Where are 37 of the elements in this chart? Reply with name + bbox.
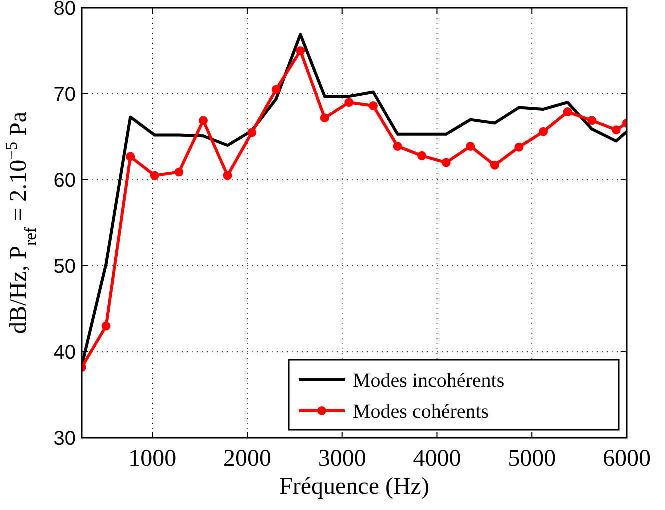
point [296,46,306,56]
y-tick-label: 80 [54,0,76,20]
x-tick-label: 4000 [413,446,462,472]
x-tick-label: 3000 [318,446,366,472]
point [466,142,476,151]
point [442,158,451,168]
point [563,108,572,117]
point [418,151,427,160]
point [272,85,281,94]
point [539,127,548,136]
point [490,160,500,170]
point [174,168,184,177]
x-axis-title: Fréquence (Hz) [280,474,430,500]
x-tick-label: 1000 [128,446,177,472]
x-tick-label: 5000 [508,446,556,472]
point [198,116,208,126]
point [102,322,111,331]
x-tick-label: 2000 [223,446,272,472]
y-tick-label: 60 [54,170,76,192]
x-tick-label: 6000 [603,446,651,472]
point [320,114,330,123]
point [612,126,621,135]
point [393,142,402,151]
legend-label: Modes cohérents [353,401,490,423]
y-tick-label: 50 [54,256,76,278]
y-tick-label: 30 [54,428,76,450]
y-tick-label: 40 [54,342,76,364]
point [126,152,136,162]
point [368,102,378,111]
point [248,128,257,138]
point [588,116,597,126]
point [514,142,524,152]
point [223,171,232,180]
point [150,171,160,180]
y-tick-label: 70 [54,84,76,106]
point [344,98,354,108]
legend-label: Modes incohérents [353,370,505,392]
